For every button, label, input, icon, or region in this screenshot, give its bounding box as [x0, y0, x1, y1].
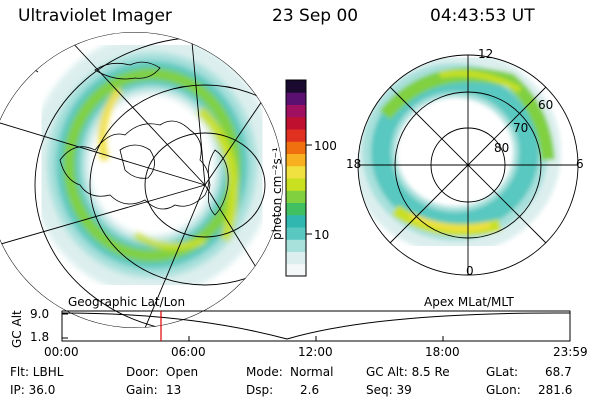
mlt-18-label: 18 [346, 157, 362, 171]
altitude-xtick-3: 18:00 [425, 345, 460, 359]
mode-value: Normal [290, 365, 334, 379]
time-label: 04:43:53 UT [430, 6, 535, 26]
colorbar-segment [286, 80, 306, 93]
colorbar-segment [286, 153, 306, 167]
altitude-ytick-high: 9.0 [30, 307, 50, 321]
altitude-xtick-1: 06:00 [171, 345, 206, 359]
colorbar-segment [286, 129, 306, 142]
apex-grid [357, 54, 579, 276]
mlat-80-label: 80 [494, 141, 510, 155]
glon-value: 281.6 [538, 383, 573, 397]
date-label: 23 Sep 00 [272, 6, 359, 26]
colorbar-segment [286, 178, 306, 191]
colorbar-segment [286, 190, 306, 203]
geographic-map-label: Geographic Lat/Lon [68, 295, 186, 309]
colorbar [286, 80, 306, 277]
apex-map [358, 55, 561, 254]
glat-value: 68.7 [545, 365, 572, 379]
gain-label: Gain: [126, 383, 158, 397]
colorbar-segment [286, 165, 306, 179]
colorbar-segment [286, 202, 306, 216]
door-label: Door: [126, 365, 159, 379]
colorbar-segment [286, 141, 306, 154]
altitude-xtick-0: 00:00 [44, 345, 79, 359]
colorbar-segment [286, 239, 306, 252]
mlt-6-label: 6 [576, 157, 584, 171]
apex-aurora-oval [358, 55, 561, 254]
glon-label: GLon: [486, 383, 521, 397]
altitude-xtick-2: 12:00 [298, 345, 333, 359]
door-value: Open [166, 365, 199, 379]
colorbar-segment [286, 214, 306, 228]
dsp-value: 2.6 [300, 383, 320, 397]
gc-altitude-info: GC Alt: 8.5 Re [366, 365, 450, 379]
altitude-xtick-4: 23:59 [553, 345, 588, 359]
mlt-12-label: 12 [478, 47, 494, 61]
sequence-info: Seq: 39 [366, 383, 412, 397]
colorbar-segment [286, 92, 306, 105]
mlat-70-label: 70 [513, 121, 529, 135]
glat-label: GLat: [486, 365, 519, 379]
apex-map-label: Apex MLat/MLT [424, 295, 514, 309]
altitude-curve [61, 312, 571, 340]
colorbar-tick-label-10: 10 [314, 228, 330, 242]
altitude-plot-ticks [62, 313, 444, 341]
dsp-label: Dsp: [246, 383, 274, 397]
instrument-title: Ultraviolet Imager [18, 6, 172, 26]
colorbar-unit-label: photon cm⁻²s⁻¹ [270, 147, 284, 240]
geo-aurora-oval [30, 35, 274, 295]
geographic-map [0, 32, 283, 328]
colorbar-segment [286, 227, 306, 240]
altitude-ylabel: GC Alt [10, 310, 24, 348]
altitude-ytick-low: 1.8 [30, 330, 50, 344]
colorbar-segment [286, 116, 306, 130]
mlat-60-label: 60 [538, 98, 554, 112]
mode-label: Mode: [246, 365, 283, 379]
colorbar-frame [285, 79, 307, 277]
colorbar-segment [286, 251, 306, 265]
colorbar-segment [286, 104, 306, 118]
ip-info: IP: 36.0 [10, 383, 56, 397]
colorbar-tick-label-100: 100 [314, 139, 337, 153]
filter-info: Flt: LBHL [10, 365, 64, 379]
mlt-0-label: 0 [466, 264, 474, 278]
colorbar-segment [286, 263, 306, 277]
gain-value: 13 [166, 383, 182, 397]
